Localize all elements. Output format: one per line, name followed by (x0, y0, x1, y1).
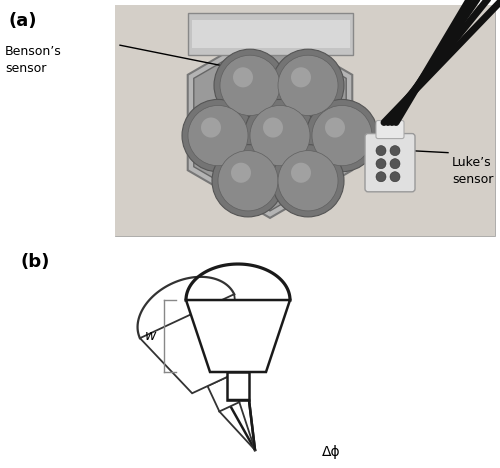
Circle shape (312, 105, 372, 166)
Circle shape (390, 172, 400, 182)
Circle shape (250, 105, 310, 166)
Text: Benson’s
sensor: Benson’s sensor (5, 45, 62, 75)
Circle shape (188, 105, 248, 166)
Text: Luke’s
sensor: Luke’s sensor (452, 156, 494, 186)
Circle shape (233, 67, 253, 88)
Circle shape (220, 55, 280, 116)
Circle shape (201, 117, 221, 138)
Circle shape (278, 151, 338, 211)
Bar (115, 5, 495, 236)
Circle shape (244, 99, 316, 172)
Polygon shape (186, 300, 290, 372)
FancyBboxPatch shape (192, 20, 350, 48)
Circle shape (376, 172, 386, 182)
Circle shape (214, 49, 286, 122)
Circle shape (325, 117, 345, 138)
Polygon shape (188, 27, 352, 218)
Circle shape (291, 163, 311, 183)
Circle shape (182, 99, 254, 172)
Text: (a): (a) (8, 12, 36, 30)
Text: w: w (144, 329, 156, 343)
Polygon shape (208, 377, 240, 411)
Text: Δϕ: Δϕ (322, 445, 340, 459)
Circle shape (272, 145, 344, 217)
Circle shape (390, 146, 400, 156)
FancyBboxPatch shape (188, 13, 353, 55)
FancyBboxPatch shape (376, 120, 404, 139)
Circle shape (376, 146, 386, 156)
Circle shape (278, 55, 338, 116)
Polygon shape (194, 34, 346, 211)
Circle shape (376, 159, 386, 168)
Circle shape (212, 145, 284, 217)
Polygon shape (140, 294, 243, 393)
Bar (227, 372, 249, 400)
Circle shape (291, 67, 311, 88)
Circle shape (390, 159, 400, 168)
Bar (115, 5, 495, 236)
Circle shape (231, 163, 251, 183)
FancyBboxPatch shape (365, 133, 415, 192)
Text: (b): (b) (20, 253, 50, 271)
Circle shape (263, 117, 283, 138)
Circle shape (306, 99, 378, 172)
Circle shape (218, 151, 278, 211)
Circle shape (272, 49, 344, 122)
